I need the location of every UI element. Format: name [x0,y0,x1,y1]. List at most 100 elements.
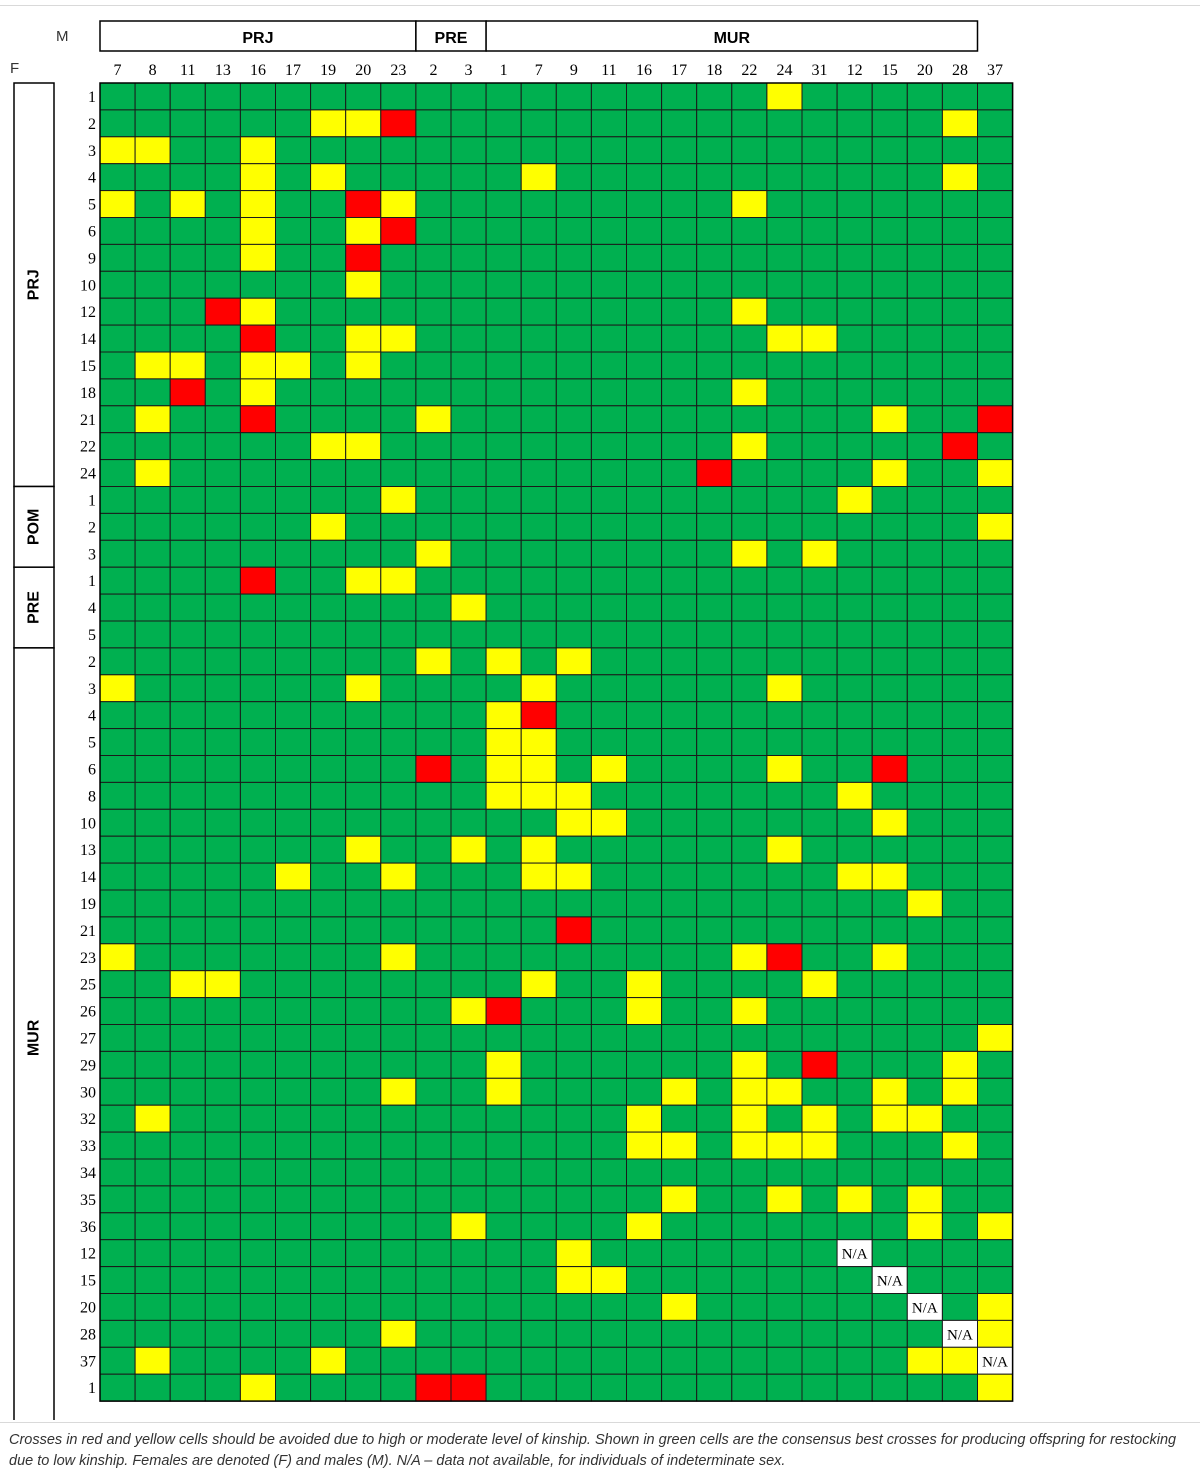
cell [555,1185,592,1214]
cell [871,1239,908,1268]
cell [801,405,838,434]
row-label: 26 [80,1004,96,1021]
cell [661,512,698,541]
cell [871,620,908,649]
cell [941,997,979,1025]
cell [485,593,522,622]
cell [275,190,312,219]
cell [380,566,417,595]
cell [204,1185,241,1214]
cell [485,1050,522,1079]
cell [696,378,733,407]
cell [871,163,908,192]
cell [204,82,241,111]
cell [801,808,838,837]
cell [415,943,452,972]
cell [450,835,487,864]
row-label: 10 [80,277,96,294]
cell [696,217,733,245]
cell [204,1266,241,1294]
cell [275,781,312,810]
cell [871,324,908,353]
cell [134,1104,171,1133]
cell [906,1131,943,1160]
cell [590,781,628,810]
cell [450,270,487,299]
cell [626,351,663,380]
cell [345,862,382,891]
column-label: 31 [812,62,828,79]
cell [99,512,136,541]
cell [239,136,276,165]
cell [766,1266,803,1294]
cell [906,270,943,299]
cell [555,297,592,326]
cell [239,1293,276,1321]
cell [871,943,908,972]
cell [520,889,557,918]
cell [696,270,733,299]
cell [977,351,1014,380]
cell [766,1346,803,1375]
cell [555,916,592,945]
row-label: 3 [88,143,96,160]
cell [731,351,768,380]
cell [485,405,522,434]
cell [450,755,487,783]
cell [626,297,663,326]
cell [871,781,908,810]
cell [380,1050,417,1079]
cell [520,136,557,165]
cell [766,970,803,999]
cell [590,970,628,999]
cell [345,1266,382,1294]
cell [626,82,663,111]
cell [204,1131,241,1160]
row-label: 37 [80,1353,96,1370]
cell [731,1266,768,1294]
cell [590,432,628,461]
cell [555,835,592,864]
cell [977,1024,1014,1052]
cell [731,916,768,945]
row-group-label: PRE [26,591,43,624]
cell [345,432,382,461]
cell [450,1212,487,1241]
na-label: N/A [912,1301,938,1317]
cell [941,109,979,138]
cell [977,136,1014,165]
cell [766,889,803,918]
cell [941,647,979,676]
cell [590,1373,628,1402]
cell [310,405,347,434]
cell [555,647,592,676]
cell [345,1239,382,1268]
row-label: 13 [80,842,96,859]
cell [134,190,171,219]
cell [590,835,628,864]
cell [450,243,487,272]
cell [766,620,803,649]
cell [485,217,522,245]
row-label: 36 [80,1219,96,1236]
cell [941,297,979,326]
cell [906,1293,943,1321]
cell [520,674,557,703]
cell [99,1212,136,1241]
cell [134,755,171,783]
cell [275,486,312,514]
cell [661,486,698,514]
cell [345,728,382,756]
cell [169,1373,206,1402]
caption-divider [0,1422,1200,1423]
cell [836,808,873,837]
cell [836,647,873,676]
cell [977,835,1014,864]
cell [134,808,171,837]
cell [520,432,557,461]
cell [415,566,452,595]
cell [626,270,663,299]
cell [590,647,628,676]
cell [731,1050,768,1079]
cell [801,512,838,541]
